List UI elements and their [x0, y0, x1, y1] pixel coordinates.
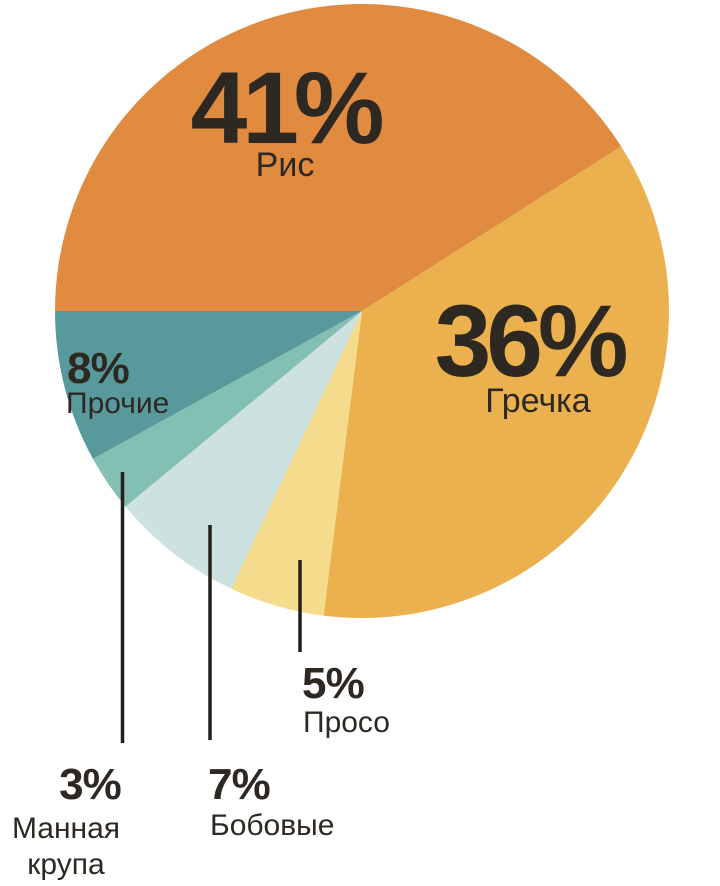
pie-segment-36pct	[323, 146, 670, 619]
others-label: Прочие	[66, 387, 170, 420]
others-percent: 8%	[67, 344, 130, 393]
millet-percent: 5%	[302, 659, 365, 708]
pie-segment-41pct	[55, 3, 622, 312]
pie-segment-5pct	[231, 311, 362, 616]
buckwheat-percent: 36%	[434, 284, 629, 398]
semolina-label: Манная крупа	[11, 812, 121, 881]
legumes-percent: 7%	[208, 760, 271, 809]
pie-segment-3pct	[92, 311, 362, 507]
pie-segment-8pct	[55, 311, 362, 459]
semolina-percent: 3%	[59, 760, 122, 809]
pie-segment-7pct	[125, 311, 362, 589]
legumes-label: Бобовые	[210, 809, 335, 842]
millet-label: Просо	[303, 706, 390, 739]
rice-percent: 41%	[190, 51, 385, 165]
pie-wedges	[55, 3, 670, 619]
buckwheat-label: Гречка	[485, 382, 591, 420]
rice-label: Рис	[255, 146, 315, 184]
